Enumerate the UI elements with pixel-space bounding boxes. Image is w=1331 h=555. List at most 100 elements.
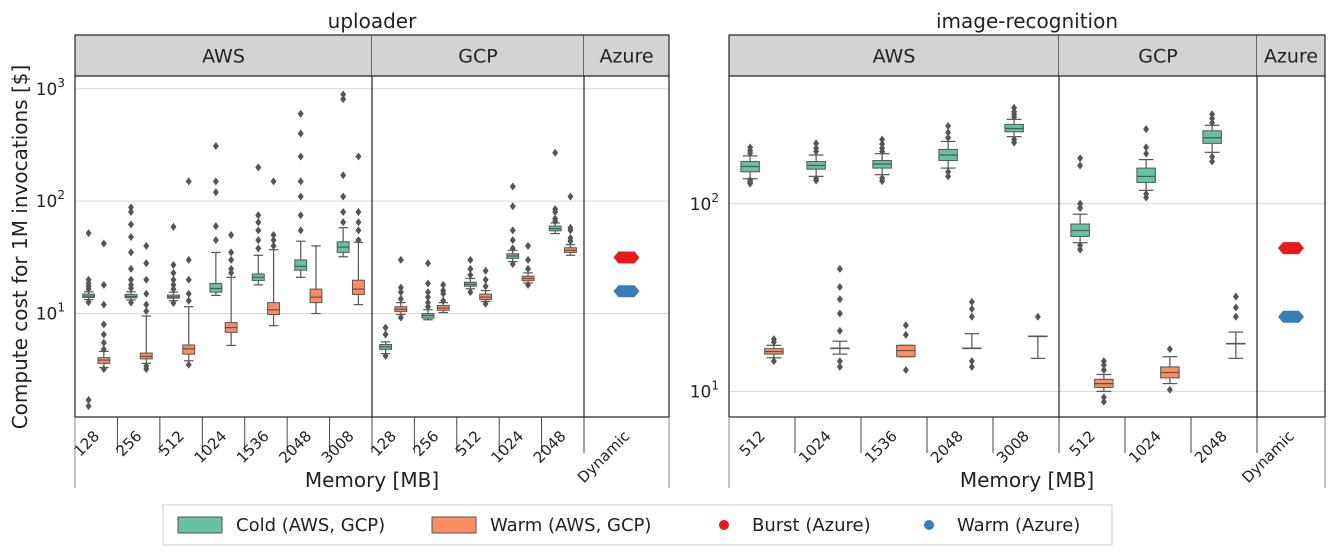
cold-outlier <box>85 298 92 307</box>
warm-box <box>309 288 323 304</box>
cold-outlier <box>128 203 135 212</box>
y-tick-label: 102 <box>690 191 719 215</box>
cold-outlier <box>85 396 92 405</box>
warm-outlier <box>355 226 362 235</box>
cold-box <box>209 283 223 293</box>
warm-outlier <box>270 177 277 186</box>
cold-outlier <box>340 192 347 201</box>
warm-outlier <box>100 300 107 309</box>
cold-outlier <box>170 261 177 270</box>
facet-header-label: AWS <box>873 46 916 68</box>
y-tick-exponent: 1 <box>57 301 65 315</box>
azure-warm-point <box>613 285 640 298</box>
facet-header-label: Azure <box>1264 46 1318 68</box>
cold-outlier <box>297 177 304 186</box>
cold-outlier <box>1077 241 1084 250</box>
facet-header-label: AWS <box>202 46 245 68</box>
warm-box <box>351 279 365 295</box>
cold-outlier <box>1209 152 1216 161</box>
legend-label: Cold (AWS, GCP) <box>236 515 385 536</box>
cold-outlier <box>552 214 559 223</box>
warm-outlier <box>440 296 447 305</box>
warm-outlier <box>1232 303 1239 312</box>
warm-outlier <box>397 255 404 264</box>
cold-outlier <box>297 109 304 118</box>
y-tick-base: 10 <box>36 80 58 100</box>
warm-outlier <box>770 357 777 366</box>
cold-outlier <box>212 177 219 186</box>
cold-outlier <box>467 288 474 297</box>
cold-outlier <box>424 298 431 307</box>
cold-outlier <box>128 232 135 241</box>
cold-outlier <box>340 171 347 180</box>
cold-outlier <box>945 167 952 176</box>
cold-outlier <box>255 211 262 220</box>
warm-outlier <box>143 289 150 298</box>
warm-outlier <box>100 280 107 289</box>
cold-outlier <box>340 208 347 217</box>
warm-outlier <box>968 297 975 306</box>
cold-outlier <box>297 129 304 138</box>
cold-outlier <box>1077 203 1084 212</box>
x-tick-label: 2048 <box>1191 427 1231 467</box>
cold-outlier <box>170 268 177 277</box>
warm-outlier <box>902 321 909 330</box>
azure-burst-point <box>1278 242 1304 255</box>
cold-outlier <box>212 236 219 245</box>
cold-outlier <box>552 205 559 214</box>
cold-outlier <box>424 288 431 297</box>
cold-outlier <box>255 226 262 235</box>
warm-outlier <box>185 275 192 284</box>
cold-outlier <box>467 264 474 273</box>
warm-outlier <box>228 268 235 277</box>
cold-outlier <box>1209 118 1216 127</box>
x-tick-label: 2048 <box>275 427 315 467</box>
cold-outlier <box>297 226 304 235</box>
warm-outlier <box>143 362 150 371</box>
cold-outlier <box>297 211 304 220</box>
warm-outlier <box>397 294 404 303</box>
cold-outlier <box>255 218 262 227</box>
cold-outlier <box>813 174 820 183</box>
y-tick-exponent: 3 <box>57 76 65 90</box>
cold-outlier <box>945 172 952 181</box>
cold-outlier <box>1143 125 1150 134</box>
warm-outlier <box>397 313 404 322</box>
legend-box <box>162 504 1113 546</box>
warm-box <box>182 344 196 355</box>
cold-outlier <box>1077 245 1084 254</box>
warm-outlier <box>567 223 574 232</box>
cold-outlier <box>467 255 474 264</box>
warm-outlier <box>397 283 404 292</box>
cold-outlier <box>879 135 886 144</box>
warm-outlier <box>968 362 975 371</box>
cold-outlier <box>424 279 431 288</box>
warm-box <box>267 302 281 316</box>
warm-outlier <box>567 192 574 201</box>
x-tick-label: 1024 <box>191 427 231 467</box>
warm-outlier <box>1100 393 1107 402</box>
warm-outlier <box>1166 345 1173 354</box>
warm-outlier <box>355 218 362 227</box>
y-tick-base: 10 <box>690 382 712 402</box>
warm-outlier <box>355 152 362 161</box>
cold-outlier <box>424 302 431 311</box>
cold-outlier <box>170 222 177 231</box>
warm-outlier <box>1034 312 1041 321</box>
y-tick-label: 101 <box>36 301 65 325</box>
warm-outlier <box>185 296 192 305</box>
cold-outlier <box>1077 161 1084 170</box>
cold-outlier <box>255 236 262 245</box>
cold-outlier <box>509 202 516 211</box>
panel-frame <box>728 34 1326 418</box>
panel-title: uploader <box>328 9 417 33</box>
warm-outlier <box>143 259 150 268</box>
cold-outlier <box>128 280 135 289</box>
cold-outlier <box>1077 154 1084 163</box>
cold-outlier <box>382 330 389 339</box>
azure-burst-point <box>613 251 640 264</box>
legend-swatch <box>431 516 477 534</box>
warm-outlier <box>228 264 235 273</box>
cold-outlier <box>128 264 135 273</box>
cold-outlier <box>85 275 92 284</box>
